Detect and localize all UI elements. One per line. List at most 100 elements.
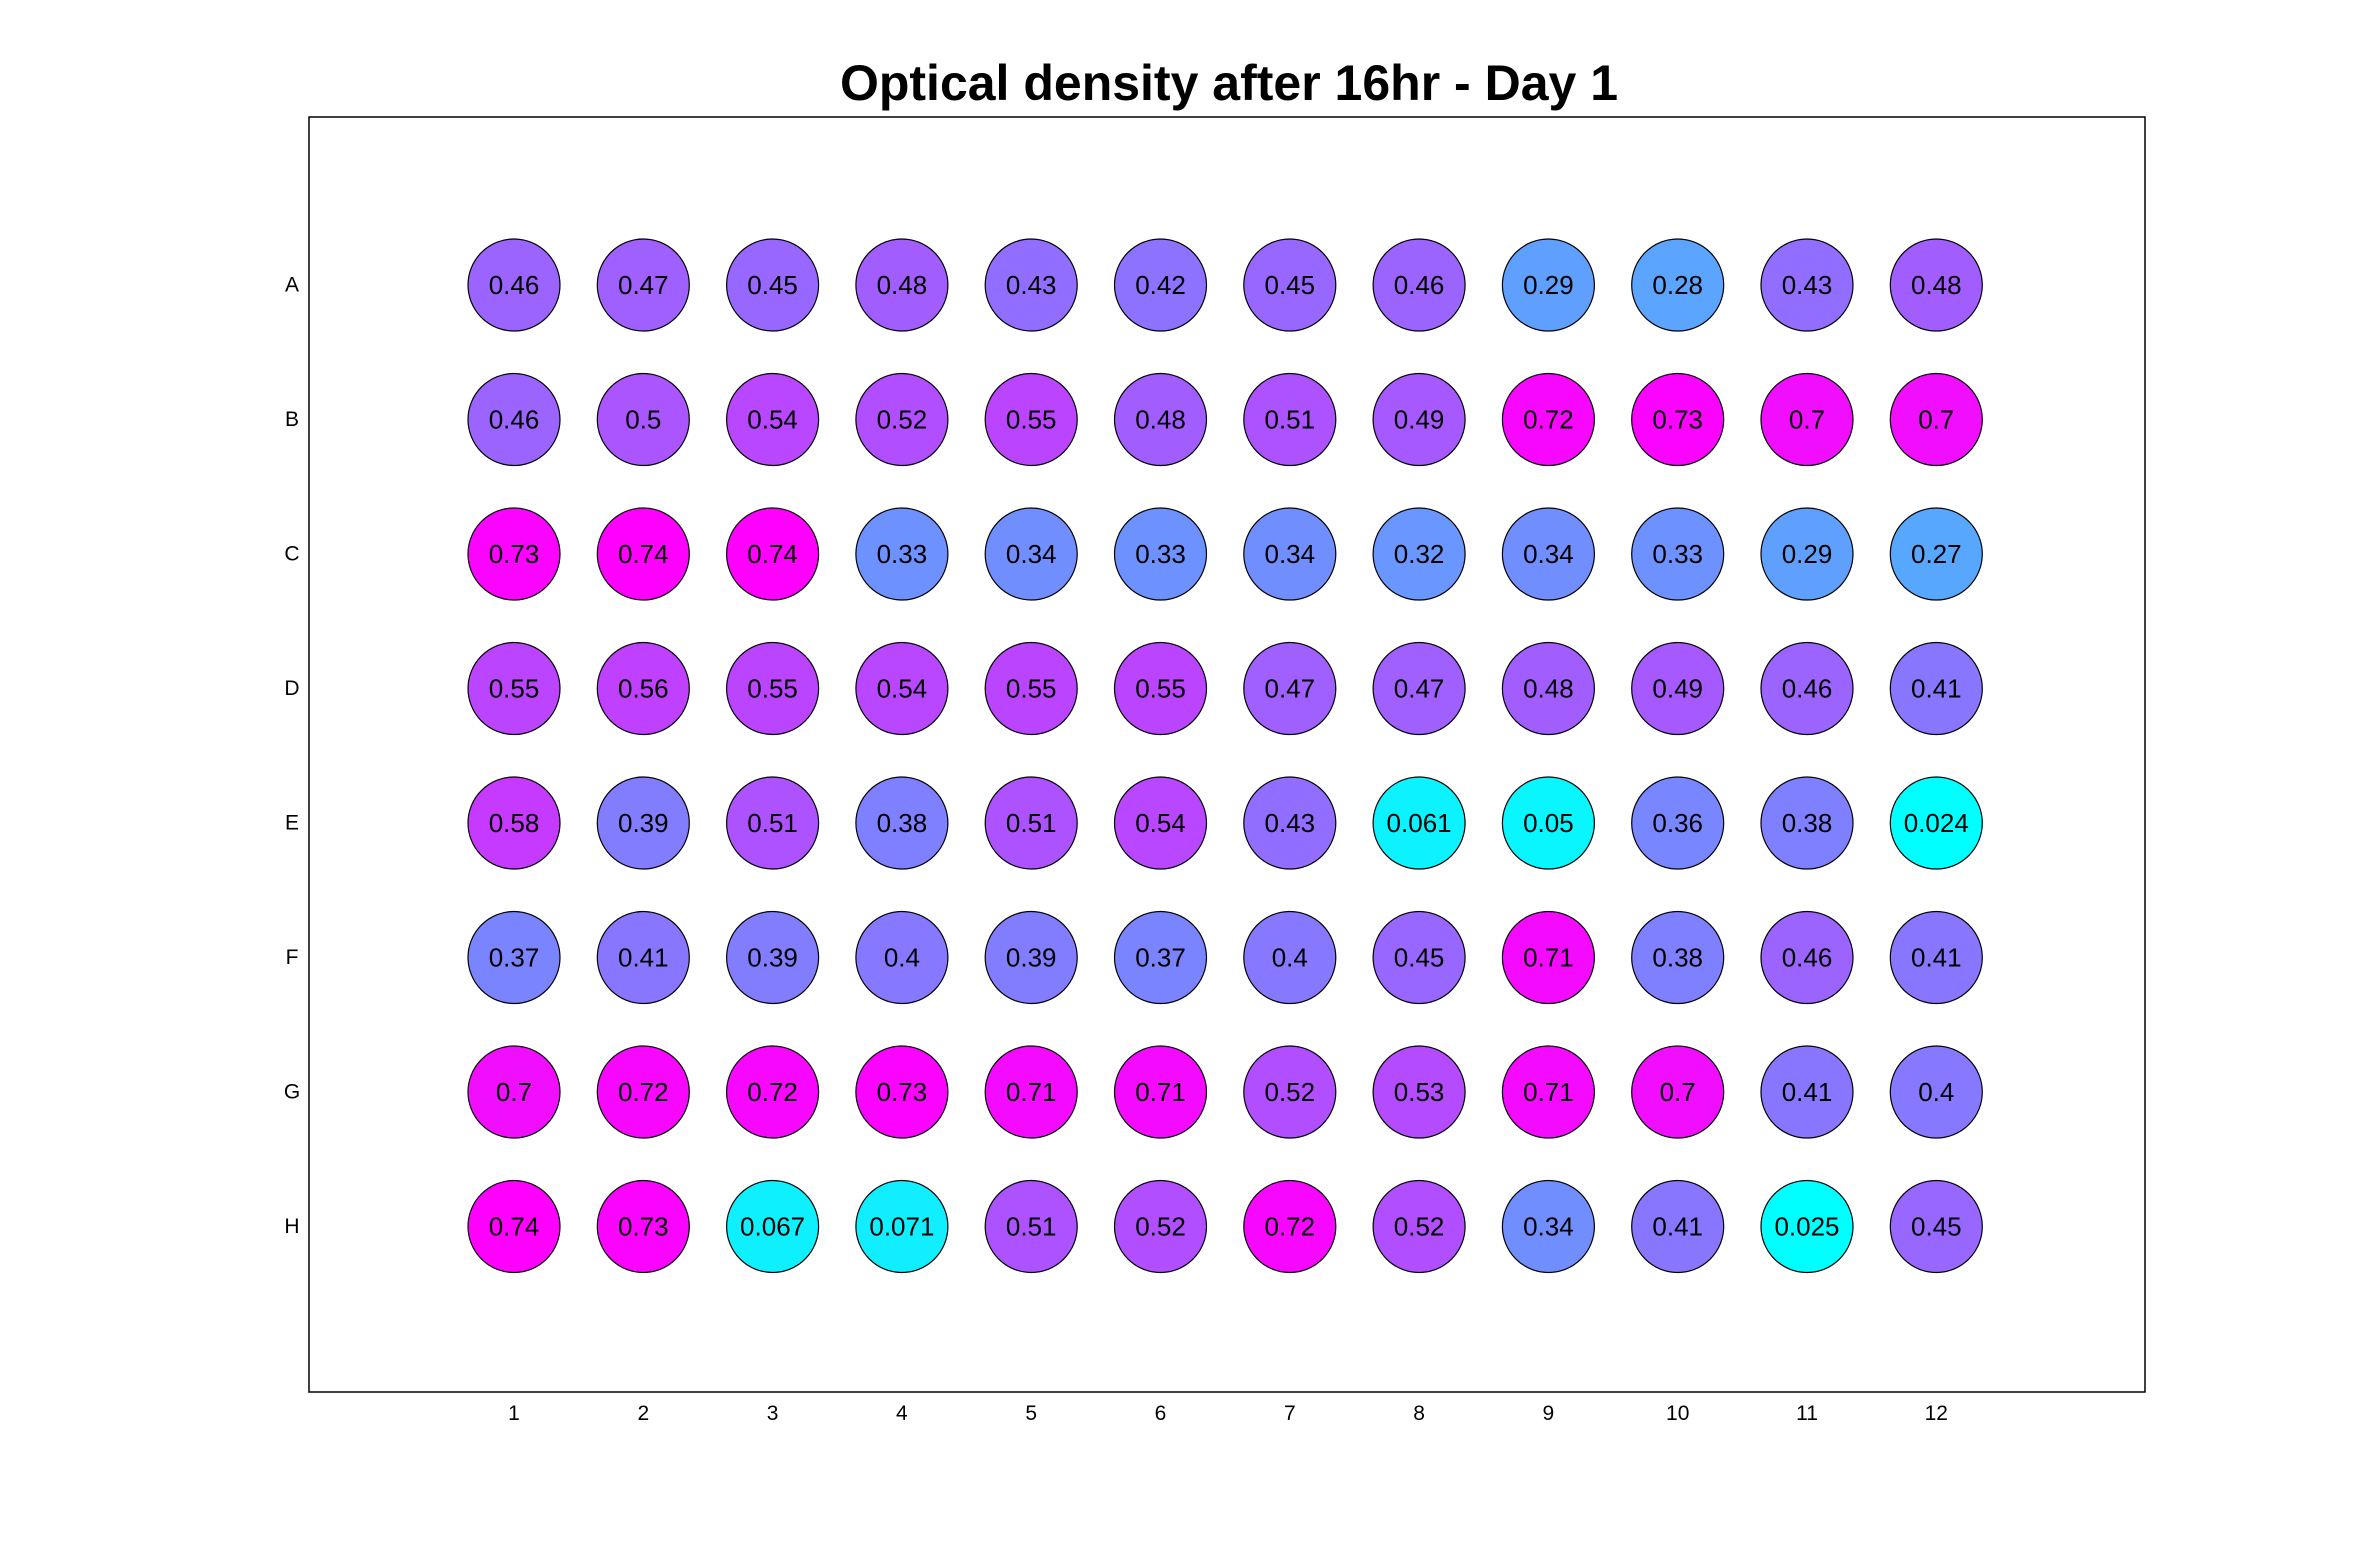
well-circle [467,1179,561,1274]
well-circle [1501,507,1596,601]
column-tick-label: 7 [1284,1402,1296,1425]
well-value-label: 0.43 [1264,808,1315,838]
well-circle [1889,1045,1983,1139]
well: 0.43 [1243,776,1337,870]
well-value-label: 0.73 [1652,405,1703,435]
well: 0.54 [725,372,820,467]
well: 0.55 [984,641,1078,736]
well-value-label: 0.29 [1782,539,1833,569]
well-circle [984,238,1078,332]
column-tick-label: 1 [508,1402,520,1425]
well-value-label: 0.7 [1918,405,1954,435]
well-circle [1372,776,1466,870]
well-value-label: 0.025 [1774,1212,1839,1242]
well: 0.58 [467,776,561,870]
well: 0.05 [1501,776,1596,870]
well: 0.7 [467,1045,561,1139]
well: 0.7 [1760,372,1854,467]
well-circle [1889,238,1983,332]
well: 0.74 [596,507,690,601]
column-tick-label: 3 [767,1402,779,1425]
well-value-label: 0.48 [1135,405,1186,435]
well-circle [1889,372,1983,467]
well-circle [1760,372,1854,467]
well-circle [1760,1179,1854,1274]
well-circle [467,776,561,870]
column-tick-label: 5 [1025,1402,1037,1425]
well: 0.56 [596,641,690,736]
well: 0.38 [1760,776,1854,870]
well: 0.55 [725,641,820,736]
well-circle [725,1179,820,1274]
well-circle [1501,372,1596,467]
well-circle [1113,372,1208,467]
well-value-label: 0.41 [1652,1212,1703,1242]
column-tick-label: 10 [1666,1402,1689,1425]
well-circle [984,372,1078,467]
well: 0.7 [1631,1045,1725,1139]
well: 0.52 [855,372,949,467]
well: 0.32 [1372,507,1466,601]
well-circle [1760,776,1854,870]
well-value-label: 0.46 [1394,270,1445,300]
well-value-label: 0.36 [1652,808,1703,838]
well: 0.41 [1889,641,1983,736]
well: 0.72 [1501,372,1596,467]
well-circle [1631,238,1725,332]
well: 0.73 [596,1179,690,1274]
well: 0.39 [984,910,1078,1005]
well-value-label: 0.47 [618,270,669,300]
well: 0.067 [725,1179,820,1274]
well-circle [855,1179,949,1274]
well: 0.071 [855,1179,949,1274]
well-value-label: 0.41 [1911,943,1962,973]
well-circle [725,238,820,332]
row-tick-label: G [284,1081,300,1104]
well-value-label: 0.71 [1523,1077,1574,1107]
well-circle [1372,372,1466,467]
well-value-label: 0.54 [747,405,798,435]
well: 0.53 [1372,1045,1466,1139]
well-value-label: 0.49 [1394,405,1445,435]
well-circle [1113,776,1208,870]
well-circle [984,910,1078,1005]
well-circle [1372,910,1466,1005]
well-value-label: 0.54 [1135,808,1186,838]
well-value-label: 0.34 [1523,539,1574,569]
well-circle [984,1045,1078,1139]
well: 0.52 [1372,1179,1466,1274]
well: 0.51 [1243,372,1337,467]
well: 0.5 [596,372,690,467]
well-value-label: 0.34 [1006,539,1057,569]
well-circle [725,507,820,601]
well: 0.55 [1113,641,1208,736]
well-value-label: 0.72 [618,1077,669,1107]
plot-frame [308,116,2146,1393]
well-value-label: 0.55 [747,674,798,704]
column-tick-label: 2 [637,1402,649,1425]
well-value-label: 0.39 [1006,943,1057,973]
well-value-label: 0.061 [1387,808,1452,838]
well: 0.48 [1889,238,1983,332]
well: 0.74 [467,1179,561,1274]
well-circle [1113,641,1208,736]
well: 0.72 [1243,1179,1337,1274]
well-value-label: 0.51 [747,808,798,838]
well-circle [1243,910,1337,1005]
well-value-label: 0.48 [1523,674,1574,704]
well: 0.49 [1372,372,1466,467]
well-value-label: 0.55 [1135,674,1186,704]
well-value-label: 0.74 [747,539,798,569]
well-value-label: 0.43 [1006,270,1057,300]
well: 0.34 [1501,1179,1596,1274]
well-circle [1243,1045,1337,1139]
well-circle [725,910,820,1005]
well-circle [467,641,561,736]
well: 0.024 [1889,776,1983,870]
well-circle [1372,1179,1466,1274]
well-value-label: 0.46 [1782,943,1833,973]
well-circle [855,372,949,467]
well: 0.71 [984,1045,1078,1139]
well-value-label: 0.72 [747,1077,798,1107]
